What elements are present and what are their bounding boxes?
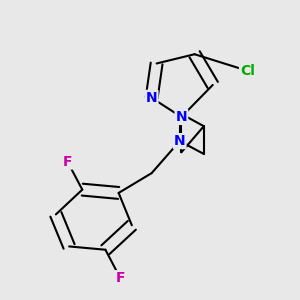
Text: F: F (63, 154, 72, 169)
Text: Cl: Cl (240, 64, 255, 78)
Text: N: N (176, 110, 187, 124)
Text: N: N (174, 134, 185, 148)
Text: N: N (146, 91, 158, 105)
Text: F: F (116, 271, 125, 285)
